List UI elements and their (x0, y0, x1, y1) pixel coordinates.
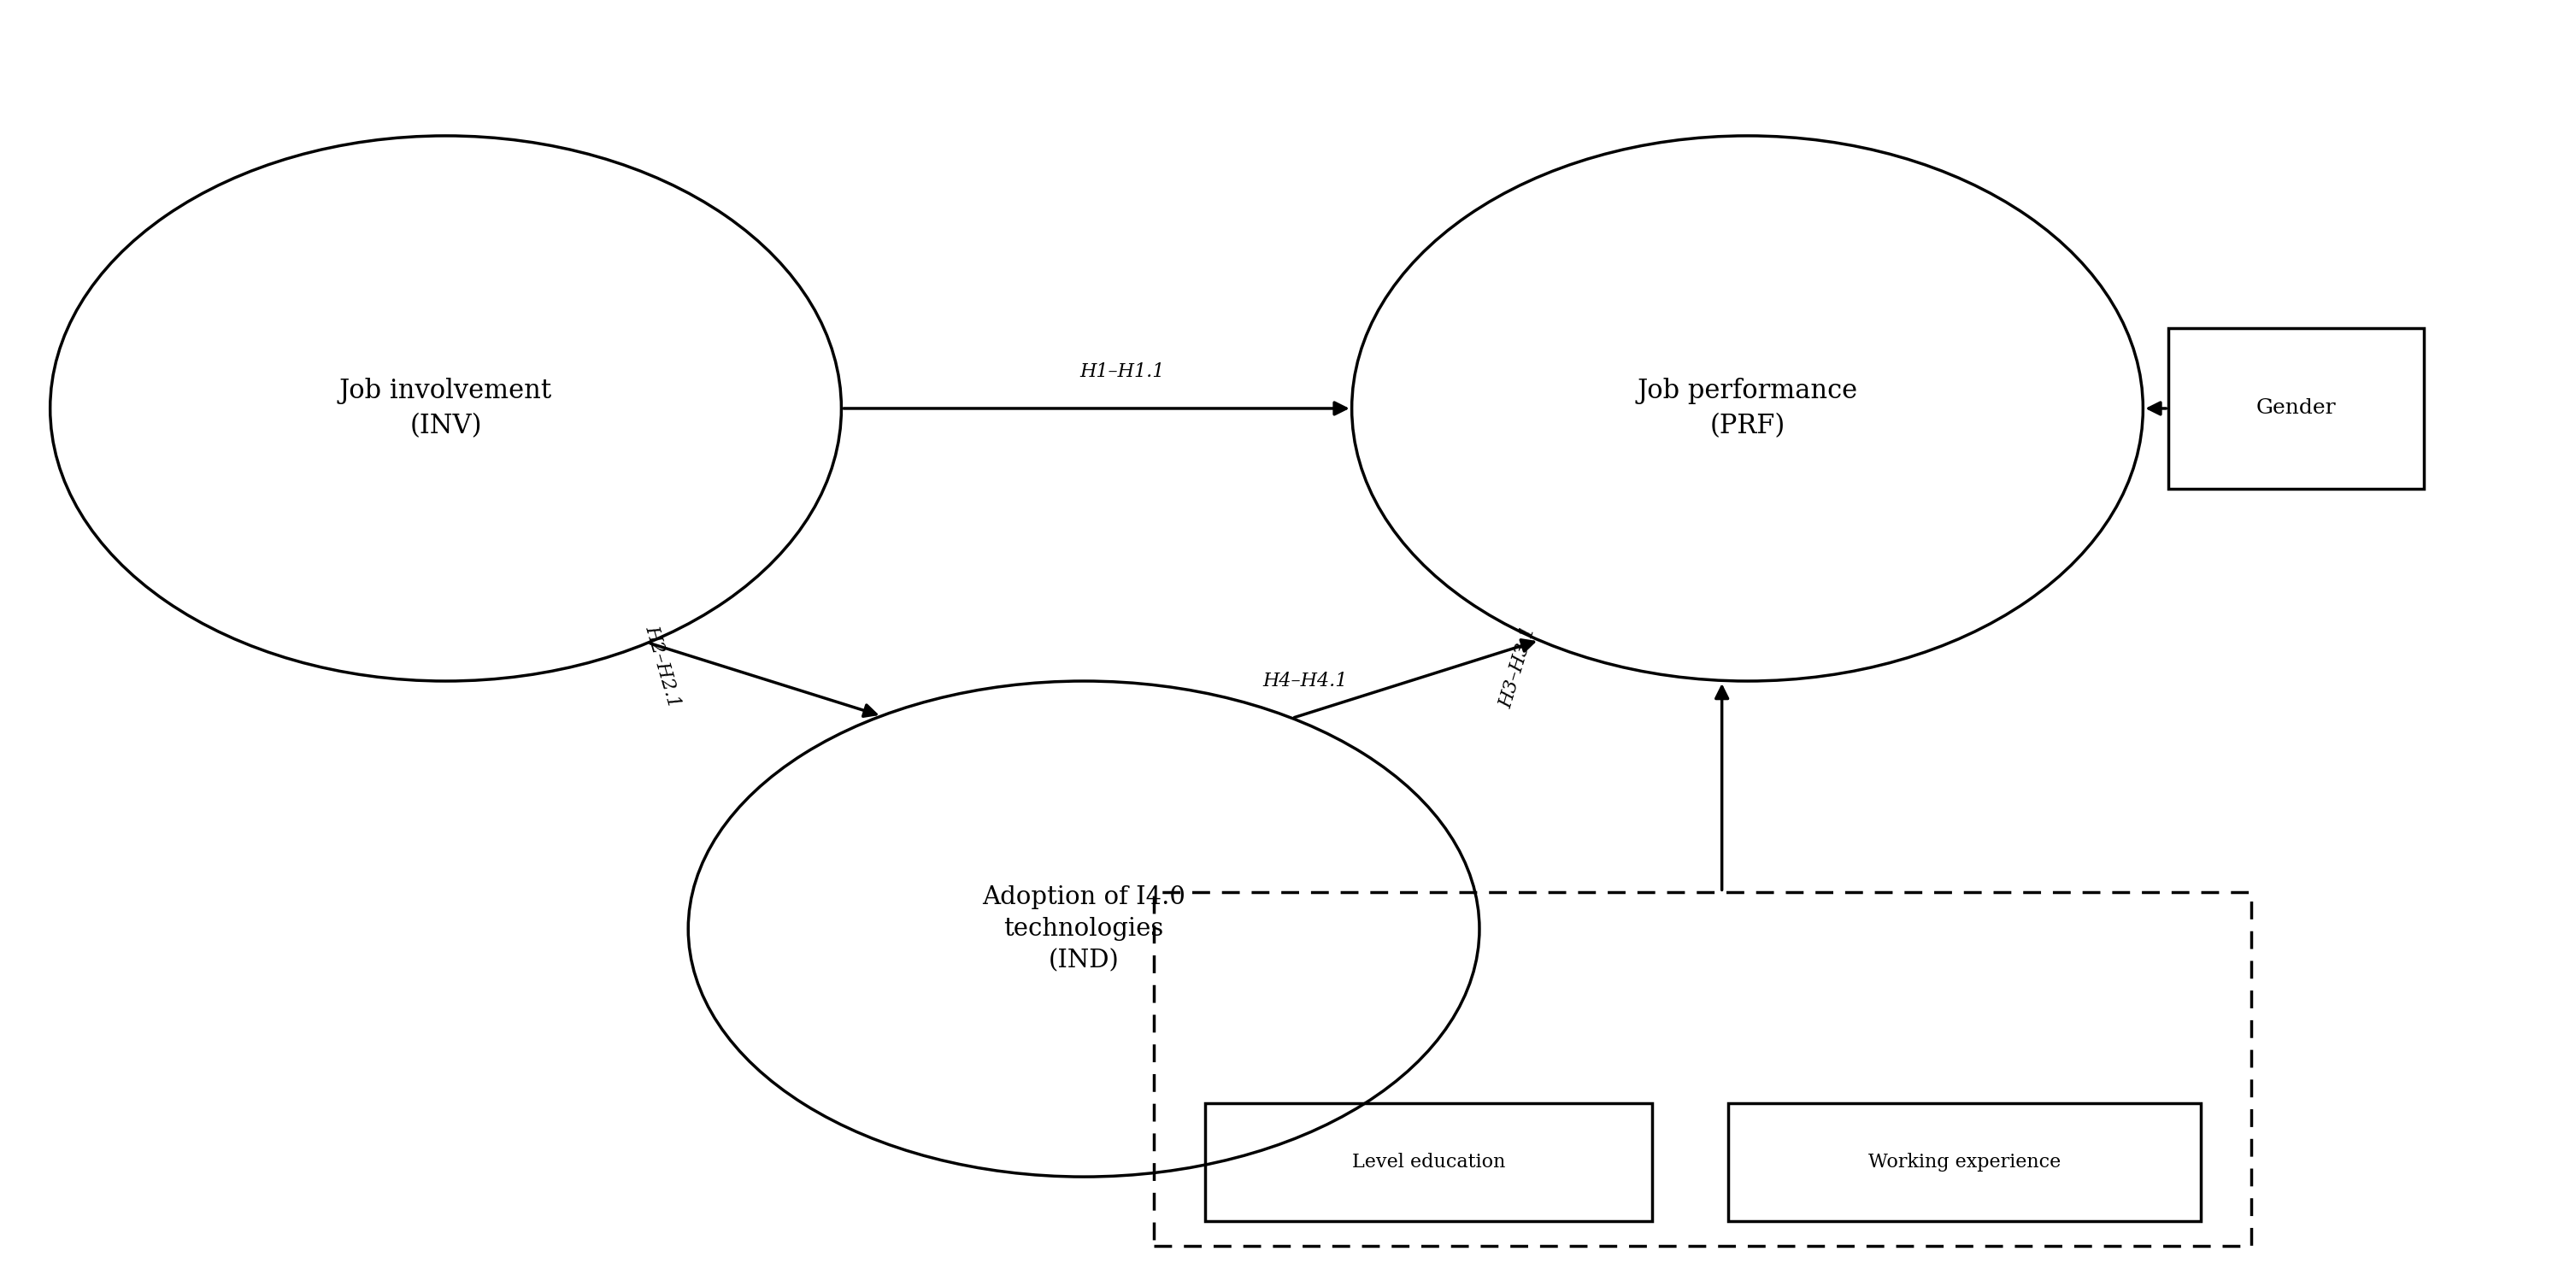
Text: Job involvement
(INV): Job involvement (INV) (340, 378, 551, 440)
Text: H2–H2.1: H2–H2.1 (641, 624, 683, 710)
Text: H1–H1.1: H1–H1.1 (1079, 362, 1164, 381)
Bar (1154, 893, 2251, 1245)
Text: Working experience: Working experience (1868, 1153, 2061, 1171)
Bar (1206, 1103, 1651, 1221)
Text: Gender: Gender (2257, 399, 2336, 418)
Text: H3–H3.1: H3–H3.1 (1497, 624, 1538, 710)
Bar (1728, 1103, 2200, 1221)
Text: H4–H4.1: H4–H4.1 (1262, 672, 1347, 691)
Text: Job performance
(PRF): Job performance (PRF) (1638, 378, 1857, 440)
Text: Level education: Level education (1352, 1153, 1504, 1171)
Bar (2169, 328, 2424, 489)
Text: Adoption of I4.0
technologies
(IND): Adoption of I4.0 technologies (IND) (981, 885, 1185, 973)
